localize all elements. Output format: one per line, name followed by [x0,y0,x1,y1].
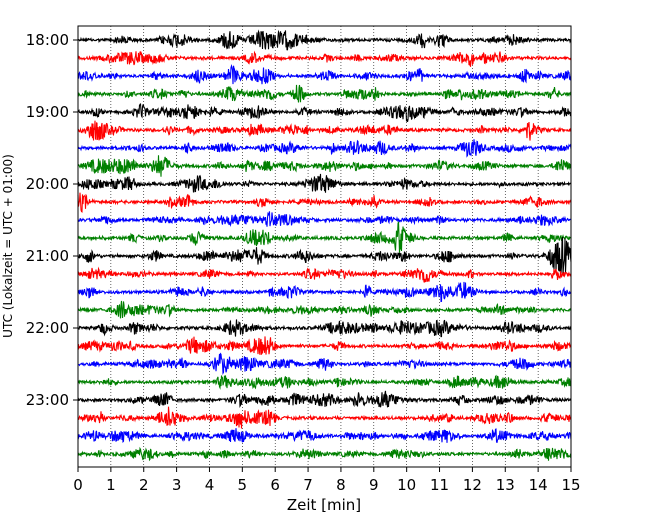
x-tick-label: 14 [529,476,548,494]
trace-line [77,406,572,429]
trace-line [77,300,572,319]
x-tick-label: 0 [73,476,83,494]
trace-line [77,29,572,51]
y-axis: 18:00 19:00 20:00 21:00 22:00 23:00 [26,31,78,409]
x-tick-label: 2 [139,476,149,494]
y-tick-label: 18:00 [26,31,69,49]
trace-line [77,352,572,376]
x-tick-label: 6 [270,476,280,494]
x-tick-label: 13 [496,476,515,494]
trace-line [77,374,572,390]
y-tick-label: 22:00 [26,319,69,337]
trace-line [77,281,572,303]
trace-line [77,139,572,158]
x-tick-label: 7 [303,476,313,494]
trace-line [77,446,572,462]
trace-line [77,50,572,67]
trace-line [77,390,572,409]
y-tick-label: 19:00 [26,103,69,121]
x-tick-label: 8 [336,476,346,494]
x-tick-label: 5 [238,476,248,494]
trace-line [77,192,572,213]
y-tick-label: 21:00 [26,247,69,265]
trace-line [77,120,572,141]
x-axis: 0 1 2 3 4 5 6 7 8 9 10 11 12 13 14 15 [73,467,581,494]
trace-line [77,266,572,283]
y-axis-label: UTC (Lokalzeit = UTC + 01:00) [1,154,15,338]
trace-line [77,64,572,85]
trace-line [77,103,572,122]
x-tick-label: 12 [463,476,482,494]
y-tick-label: 23:00 [26,391,69,409]
trace-line [77,221,572,253]
x-axis-label: Zeit [min] [287,496,361,514]
x-tick-label: 15 [561,476,580,494]
trace-line [77,428,572,443]
x-tick-label: 11 [430,476,449,494]
trace-group [77,29,572,462]
trace-line [77,211,572,227]
trace-line [77,155,572,177]
trace-line [77,319,572,338]
x-tick-label: 4 [205,476,215,494]
x-tick-label: 1 [106,476,116,494]
plot-frame [77,25,572,468]
x-tick-label: 10 [397,476,416,494]
trace-line [77,84,572,103]
x-tick-label: 9 [369,476,379,494]
trace-line [77,336,572,355]
x-tick-label: 3 [172,476,182,494]
y-tick-label: 20:00 [26,175,69,193]
trace-line [77,236,572,275]
trace-line [77,173,572,193]
